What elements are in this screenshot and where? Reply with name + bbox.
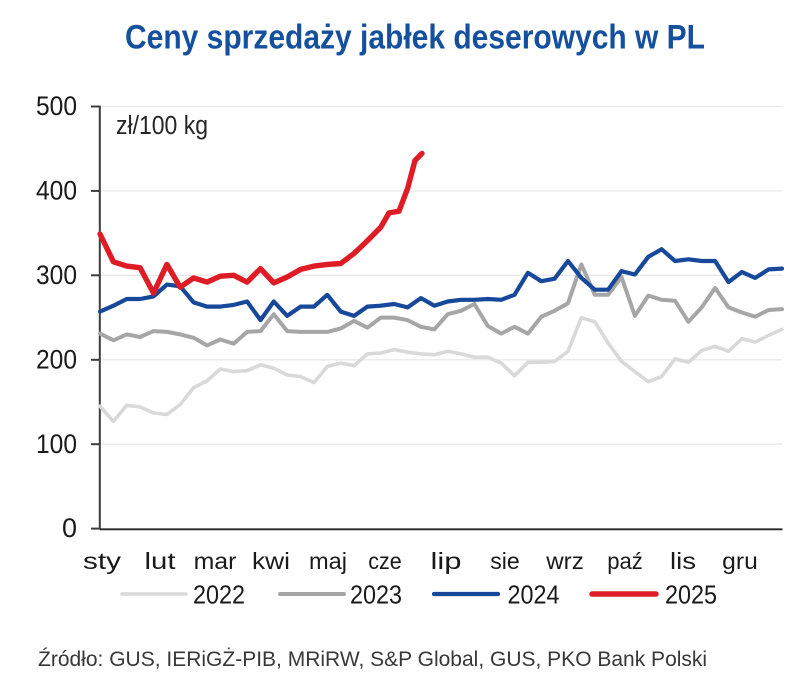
svg-text:2022: 2022: [193, 580, 245, 610]
svg-text:maj: maj: [309, 548, 347, 574]
svg-text:0: 0: [62, 513, 77, 543]
svg-text:Źródło: GUS, IERiGŻ-PIB, MRiRW: Źródło: GUS, IERiGŻ-PIB, MRiRW, S&P Glob…: [38, 648, 707, 671]
svg-text:cze: cze: [368, 548, 402, 574]
svg-text:400: 400: [36, 176, 77, 206]
svg-text:2023: 2023: [350, 580, 402, 610]
svg-text:Ceny sprzedaży jabłek deserowy: Ceny sprzedaży jabłek deserowych w PL: [125, 19, 705, 57]
svg-text:zł/100 kg: zł/100 kg: [116, 112, 208, 140]
svg-text:sie: sie: [490, 548, 520, 574]
svg-text:lut: lut: [145, 548, 177, 574]
svg-text:500: 500: [36, 91, 77, 121]
svg-text:lis: lis: [670, 548, 696, 574]
svg-text:2024: 2024: [508, 580, 560, 610]
svg-text:wrz: wrz: [545, 548, 584, 574]
svg-text:300: 300: [36, 260, 77, 290]
svg-text:lip: lip: [431, 548, 462, 574]
svg-text:paź: paź: [607, 548, 643, 574]
svg-text:kwi: kwi: [252, 548, 290, 574]
svg-text:100: 100: [36, 429, 77, 459]
svg-text:200: 200: [36, 344, 77, 374]
svg-text:mar: mar: [194, 548, 237, 574]
svg-text:gru: gru: [722, 548, 758, 574]
svg-text:2025: 2025: [665, 580, 717, 610]
svg-text:sty: sty: [83, 548, 121, 574]
